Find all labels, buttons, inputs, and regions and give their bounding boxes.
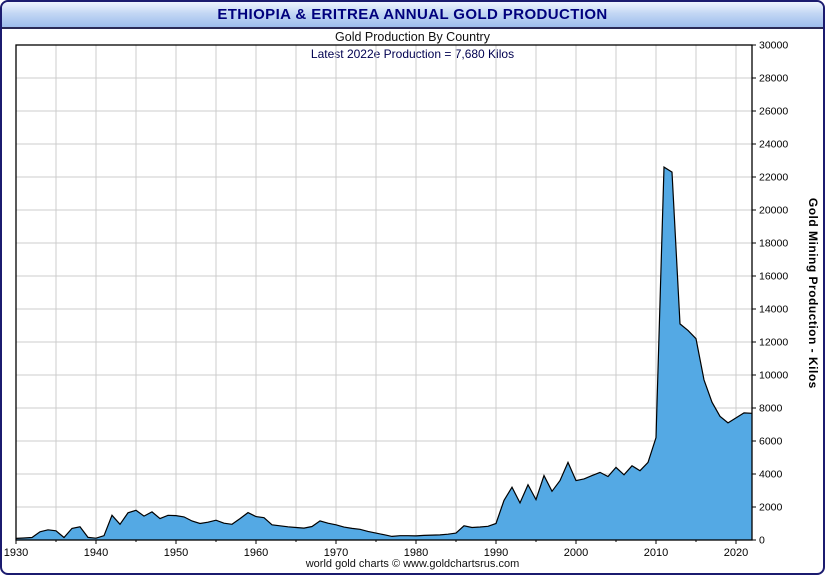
svg-text:1990: 1990 (484, 547, 508, 559)
svg-text:12000: 12000 (759, 337, 788, 349)
chart-area: Gold Production By Country Latest 2022e … (2, 29, 823, 573)
svg-text:0: 0 (759, 535, 765, 547)
svg-text:6000: 6000 (759, 436, 783, 448)
svg-text:14000: 14000 (759, 304, 788, 316)
page-title: ETHIOPIA & ERITREA ANNUAL GOLD PRODUCTIO… (217, 6, 608, 23)
svg-text:30000: 30000 (759, 40, 788, 52)
svg-text:2020: 2020 (724, 547, 748, 559)
svg-text:1980: 1980 (404, 547, 428, 559)
latest-production-annotation: Latest 2022e Production = 7,680 Kilos (310, 47, 515, 61)
svg-text:16000: 16000 (759, 271, 788, 283)
svg-text:1950: 1950 (164, 547, 188, 559)
svg-text:26000: 26000 (759, 106, 788, 118)
y-axis-label: Gold Mining Production - Kilos (806, 197, 820, 389)
svg-text:8000: 8000 (759, 403, 783, 415)
svg-text:1960: 1960 (244, 547, 268, 559)
svg-text:2000: 2000 (564, 547, 588, 559)
chart-subtitle: Gold Production By Country (335, 30, 490, 44)
svg-text:2010: 2010 (644, 547, 668, 559)
svg-text:4000: 4000 (759, 469, 783, 481)
plot-svg: 1930 1940 1950 1960 1970 1980 1990 2000 2010 2020… (4, 40, 789, 560)
svg-text:20000: 20000 (759, 205, 788, 217)
svg-text:2000: 2000 (759, 502, 783, 514)
svg-text:28000: 28000 (759, 73, 788, 85)
svg-text:1970: 1970 (324, 547, 348, 559)
title-bar: ETHIOPIA & ERITREA ANNUAL GOLD PRODUCTIO… (2, 2, 823, 29)
svg-text:1940: 1940 (84, 547, 108, 559)
chart-footer: world gold charts © www.goldchartsrus.co… (305, 558, 520, 570)
svg-text:24000: 24000 (759, 139, 788, 151)
svg-text:18000: 18000 (759, 238, 788, 250)
svg-text:1930: 1930 (4, 547, 28, 559)
svg-text:22000: 22000 (759, 172, 788, 184)
svg-text:10000: 10000 (759, 370, 788, 382)
